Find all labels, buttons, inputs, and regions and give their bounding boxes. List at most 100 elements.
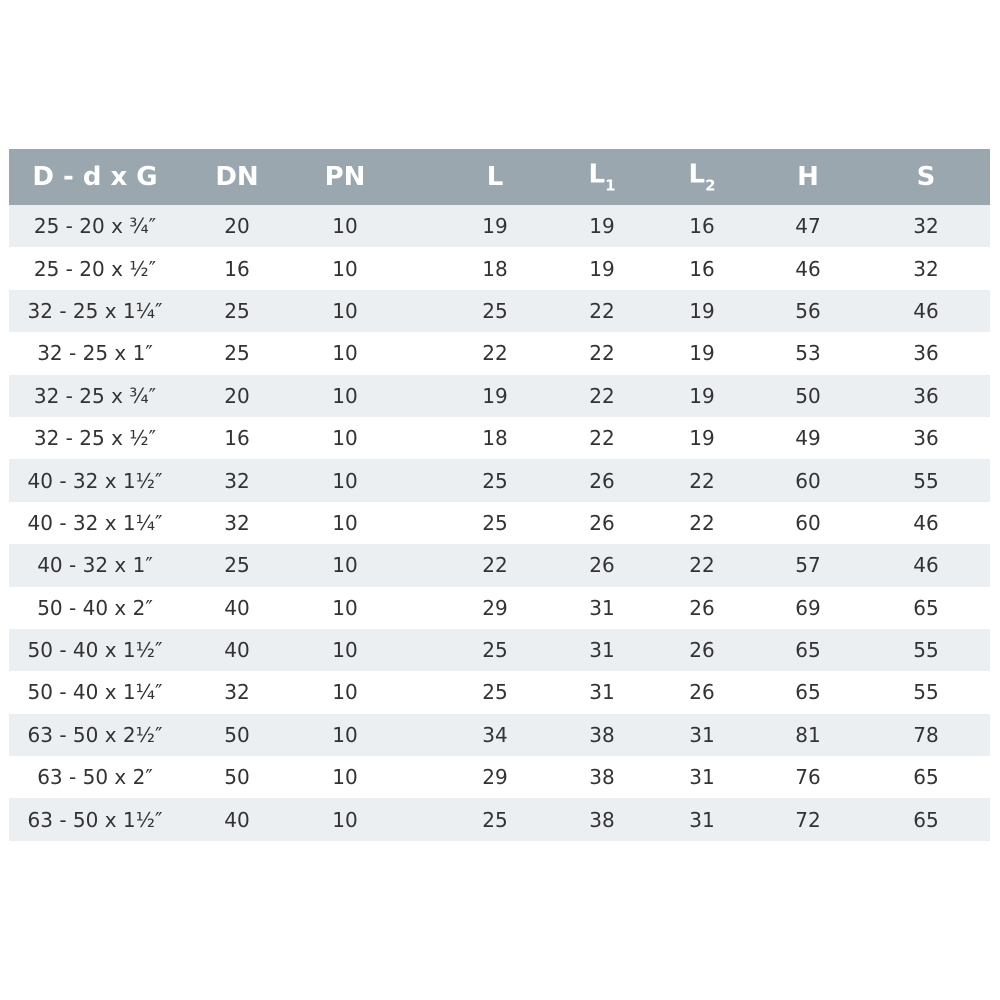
cell-pn: 10 <box>332 638 358 663</box>
cell-l2: 26 <box>689 680 715 705</box>
cell-l2: 26 <box>689 595 715 620</box>
cell-l1: 22 <box>589 426 615 451</box>
cell-pn: 10 <box>332 595 358 620</box>
header-pn: PN <box>325 162 366 192</box>
cell-pn: 10 <box>332 298 358 323</box>
cell-dn: 16 <box>224 256 250 281</box>
header-s: S <box>917 162 936 192</box>
cell-pn: 10 <box>332 468 358 493</box>
header-label: L <box>486 162 504 192</box>
cell-s: 65 <box>913 807 939 832</box>
cell-l1: 31 <box>589 680 615 705</box>
header-l1: L1 <box>588 160 615 195</box>
cell-pn: 10 <box>332 722 358 747</box>
cell-h: 46 <box>795 256 821 281</box>
cell-dn: 25 <box>224 341 250 366</box>
header-d-dxg: D - d x G <box>32 162 157 192</box>
table-row: 40 - 32 x 1½″ 32 10 25 26 22 60 55 <box>9 459 990 502</box>
cell-l2: 31 <box>689 722 715 747</box>
cell-dn: 20 <box>224 383 250 408</box>
cell-d-dxg: 40 - 32 x 1½″ <box>27 468 163 493</box>
header-label: L <box>588 159 606 190</box>
cell-dn: 50 <box>224 722 250 747</box>
cell-l2: 26 <box>689 638 715 663</box>
table-row: 32 - 25 x ½″ 16 10 18 22 19 49 36 <box>9 417 990 459</box>
cell-l1: 22 <box>589 298 615 323</box>
table-row: 50 - 40 x 2″ 40 10 29 31 26 69 65 <box>9 587 990 629</box>
cell-s: 46 <box>913 298 939 323</box>
cell-s: 65 <box>913 765 939 790</box>
cell-dn: 40 <box>224 595 250 620</box>
cell-dn: 25 <box>224 298 250 323</box>
cell-l2: 19 <box>689 298 715 323</box>
cell-dn: 16 <box>224 426 250 451</box>
header-label: H <box>797 162 819 192</box>
cell-l2: 22 <box>689 468 715 493</box>
cell-h: 60 <box>795 468 821 493</box>
cell-l: 25 <box>482 807 508 832</box>
cell-h: 56 <box>795 298 821 323</box>
table-row: 63 - 50 x 2½″ 50 10 34 38 31 81 78 <box>9 713 990 757</box>
cell-l2: 31 <box>689 765 715 790</box>
cell-d-dxg: 40 - 32 x 1″ <box>37 553 153 578</box>
cell-l: 25 <box>482 510 508 535</box>
cell-h: 65 <box>795 638 821 663</box>
cell-s: 36 <box>913 341 939 366</box>
cell-l: 18 <box>482 256 508 281</box>
cell-s: 36 <box>913 426 939 451</box>
cell-d-dxg: 32 - 25 x 1″ <box>37 341 153 366</box>
header-h: H <box>797 162 819 192</box>
table-row: 40 - 32 x 1¼″ 32 10 25 26 22 60 46 <box>9 502 990 544</box>
cell-l: 18 <box>482 426 508 451</box>
table-header: D - d x G DN PN L L1 L2 H S <box>9 149 990 205</box>
cell-l1: 26 <box>589 468 615 493</box>
table-row: 63 - 50 x 2″ 50 10 29 38 31 76 65 <box>9 756 990 798</box>
header-subscript: 2 <box>705 176 716 195</box>
cell-dn: 40 <box>224 638 250 663</box>
cell-l: 19 <box>482 214 508 239</box>
cell-h: 65 <box>795 680 821 705</box>
header-l: L <box>487 162 504 192</box>
cell-l2: 19 <box>689 383 715 408</box>
cell-l: 29 <box>482 765 508 790</box>
table-row: 50 - 40 x 1¼″ 32 10 25 31 26 65 55 <box>9 671 990 713</box>
cell-s: 65 <box>913 595 939 620</box>
table-row: 50 - 40 x 1½″ 40 10 25 31 26 65 55 <box>9 628 990 672</box>
cell-dn: 50 <box>224 765 250 790</box>
cell-l: 19 <box>482 383 508 408</box>
cell-l: 25 <box>482 638 508 663</box>
cell-s: 32 <box>913 214 939 239</box>
cell-pn: 10 <box>332 383 358 408</box>
cell-pn: 10 <box>332 256 358 281</box>
cell-l: 34 <box>482 722 508 747</box>
header-label: PN <box>324 162 366 192</box>
header-label: S <box>916 162 936 192</box>
table-body: 25 - 20 x ¾″ 20 10 19 19 16 47 32 25 - 20 x ½″ 16… <box>9 205 990 841</box>
cell-pn: 10 <box>332 510 358 535</box>
cell-pn: 10 <box>332 765 358 790</box>
cell-l1: 26 <box>589 510 615 535</box>
table-row: 25 - 20 x ¾″ 20 10 19 19 16 47 32 <box>9 205 990 248</box>
cell-s: 46 <box>913 510 939 535</box>
cell-h: 60 <box>795 510 821 535</box>
cell-l1: 31 <box>589 638 615 663</box>
cell-l1: 22 <box>589 341 615 366</box>
cell-l2: 31 <box>689 807 715 832</box>
cell-l1: 22 <box>589 383 615 408</box>
cell-l2: 22 <box>689 553 715 578</box>
cell-l2: 19 <box>689 426 715 451</box>
cell-l1: 38 <box>589 765 615 790</box>
header-label: D - d x G <box>32 162 158 192</box>
cell-h: 72 <box>795 807 821 832</box>
cell-d-dxg: 25 - 20 x ¾″ <box>33 214 157 239</box>
cell-s: 46 <box>913 553 939 578</box>
cell-l: 25 <box>482 468 508 493</box>
cell-l2: 19 <box>689 341 715 366</box>
cell-pn: 10 <box>332 553 358 578</box>
cell-l2: 22 <box>689 510 715 535</box>
cell-d-dxg: 32 - 25 x 1¼″ <box>27 298 163 323</box>
cell-h: 69 <box>795 595 821 620</box>
cell-h: 49 <box>795 426 821 451</box>
cell-l1: 38 <box>589 722 615 747</box>
cell-h: 76 <box>795 765 821 790</box>
